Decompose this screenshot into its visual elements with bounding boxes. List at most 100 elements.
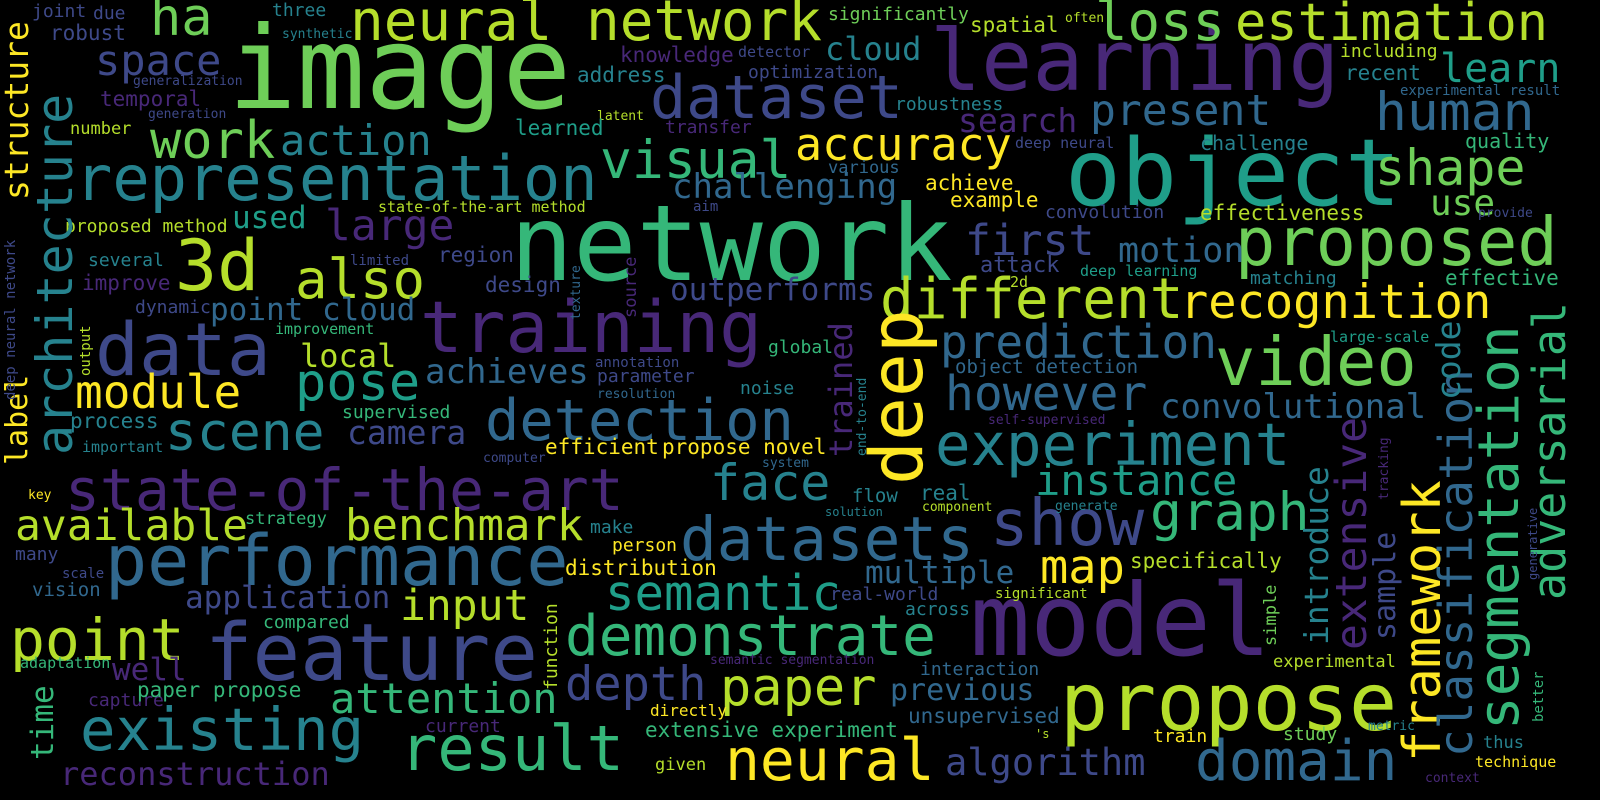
word: unsupervised — [908, 704, 1060, 728]
word: motion — [1118, 231, 1244, 271]
word: object detection — [955, 356, 1138, 378]
word: data — [95, 308, 271, 393]
word: dynamic — [135, 297, 211, 318]
word: result — [400, 712, 624, 785]
word: extensive experiment — [645, 718, 898, 742]
word: challenge — [1200, 131, 1308, 155]
word: joint — [32, 1, 86, 22]
word: latent — [597, 109, 644, 124]
word: challenging — [672, 167, 897, 207]
word: estimation — [1235, 0, 1548, 53]
word: temporal — [100, 87, 201, 111]
word: image — [228, 2, 571, 135]
word: robustness — [895, 94, 1003, 115]
word: accuracy — [795, 118, 1012, 171]
word: attention — [330, 674, 558, 723]
word: demonstrate — [565, 604, 936, 669]
word: state-of-the-art method — [378, 198, 586, 216]
word: point cloud — [210, 292, 415, 328]
word: scale — [62, 566, 104, 582]
word: system — [762, 456, 809, 471]
word: local — [300, 337, 396, 375]
word: available — [15, 501, 248, 551]
word: three — [272, 0, 326, 21]
word: training — [420, 286, 762, 369]
word: video — [1215, 323, 1417, 401]
word: reconstruction — [60, 755, 330, 793]
word: generate — [1055, 499, 1118, 514]
word: segmentation — [1467, 325, 1532, 730]
word: several — [88, 250, 164, 271]
word: visual — [600, 130, 791, 191]
word: prediction — [940, 315, 1217, 369]
word: important — [82, 438, 163, 456]
word: computer — [483, 451, 546, 466]
word: action — [280, 116, 432, 165]
word: module — [75, 365, 241, 419]
word: resolution — [597, 387, 675, 402]
word: across — [905, 599, 970, 620]
word: neural — [725, 726, 935, 794]
word: tracking — [1377, 437, 1392, 500]
word: distribution — [565, 556, 717, 580]
word: current — [425, 716, 501, 737]
word: effectiveness — [1200, 201, 1364, 225]
word: matching — [1250, 268, 1337, 289]
word: aim — [693, 199, 718, 215]
word: significantly — [828, 4, 969, 25]
word: label — [0, 375, 35, 465]
word: capture — [88, 690, 164, 711]
word: adversarial — [1523, 302, 1576, 600]
word: spatial — [970, 13, 1059, 37]
word: sample — [1368, 532, 1403, 640]
word: improvement — [275, 320, 374, 338]
word: depth — [565, 657, 706, 712]
word: detector — [738, 43, 810, 61]
word: annotation — [595, 355, 679, 371]
word: point — [10, 606, 185, 674]
word: robust — [50, 21, 126, 45]
word: face — [710, 454, 830, 512]
word: flow — [852, 485, 898, 507]
word: quality — [1465, 129, 1549, 153]
word: paper propose — [137, 678, 301, 702]
word: trained — [822, 322, 860, 457]
word: deep — [855, 309, 940, 485]
word: better — [1531, 671, 1547, 722]
word: performance — [105, 520, 569, 602]
word: dataset — [650, 63, 903, 133]
word: benchmark — [345, 500, 583, 551]
word: significant — [995, 586, 1088, 602]
word: noise — [740, 378, 794, 399]
word: proposed method — [65, 216, 228, 237]
word: state-of-the-art — [65, 456, 624, 524]
word: real — [920, 481, 971, 505]
word: metric — [1368, 719, 1415, 734]
word: study — [1283, 724, 1337, 745]
word: paper — [720, 658, 877, 718]
word: classification — [1429, 369, 1483, 757]
word: convolutional — [1160, 387, 1426, 427]
word: learn — [1440, 46, 1560, 92]
word: generation — [148, 107, 226, 122]
word: 3d — [175, 225, 259, 307]
word: person — [612, 535, 677, 556]
word: make — [590, 517, 633, 538]
word: specifically — [1130, 549, 1282, 573]
word: compared — [263, 612, 350, 633]
word: scene — [165, 402, 325, 463]
word: first — [965, 216, 1094, 266]
word: camera — [347, 413, 466, 452]
word: end-to-end — [855, 378, 870, 456]
word: train — [1153, 726, 1207, 747]
word: human — [1375, 82, 1535, 143]
word: address — [577, 63, 666, 87]
word: object — [1065, 119, 1401, 227]
word: semantic segmentation — [710, 653, 874, 668]
word: also — [295, 248, 425, 311]
word: code — [1429, 321, 1468, 400]
word: technique — [1475, 753, 1556, 771]
word: model — [970, 562, 1271, 679]
word: learned — [515, 116, 604, 140]
